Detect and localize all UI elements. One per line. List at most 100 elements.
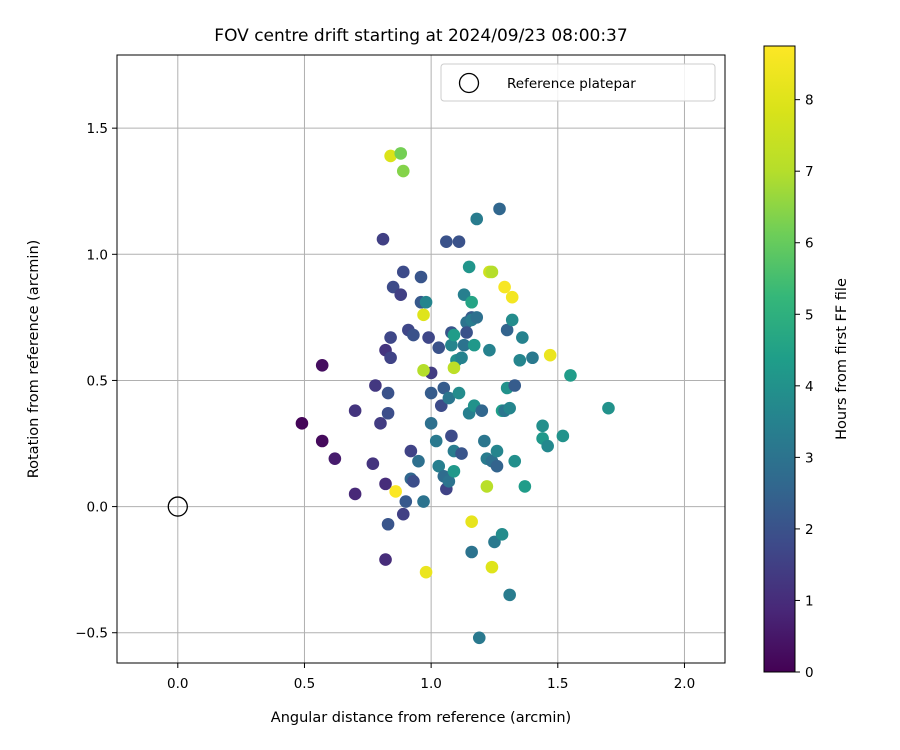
data-point [493,202,506,216]
data-point [452,386,466,400]
legend: Reference platepar [440,63,716,102]
data-point [478,434,491,448]
data-point [394,288,408,301]
colorbar-tick-label: 7 [805,164,814,180]
data-point [470,311,484,324]
x-axis-label: Angular distance from reference (arcmin) [271,710,571,726]
data-point [485,265,499,279]
x-axis-ticks: 0.0 0.5 1.0 1.5 2.0 [167,663,695,692]
colorbar-tick-label: 1 [805,593,814,609]
data-point [394,147,408,160]
data-point [379,553,392,566]
reference-marker [167,496,188,517]
legend-box [440,63,716,102]
y-tick-label: 0.5 [87,373,108,389]
data-point [447,464,461,478]
data-point [543,348,557,362]
data-point [328,452,342,465]
data-point [500,323,514,337]
data-point [536,419,549,433]
data-point [455,351,468,365]
data-point [389,485,402,498]
data-point [348,404,362,418]
data-point [381,517,395,531]
data-point [462,260,476,274]
data-point [429,434,443,448]
data-point [490,444,504,458]
data-point [442,475,456,488]
data-point [419,295,433,309]
data-point [432,459,446,473]
data-point [419,565,433,579]
data-point [384,331,397,344]
data-point [457,338,471,352]
data-point [437,381,451,395]
colorbar-tick-label: 6 [805,236,814,252]
data-point [374,417,387,430]
data-point [376,232,390,246]
data-point [490,459,504,473]
y-tick-label: 1.0 [87,247,108,263]
data-point [399,495,413,508]
y-tick-label: 1.5 [87,121,108,137]
data-point [381,386,395,400]
data-point [348,487,362,501]
data-point [315,434,329,448]
data-point [503,588,516,602]
data-point [564,369,577,382]
data-point [384,351,397,365]
data-point [404,444,418,458]
x-tick-label: 0.0 [167,676,188,692]
colorbar-tick-label: 4 [805,379,814,395]
colorbar-tick-label: 2 [805,522,814,538]
data-point [417,308,430,322]
data-point [485,560,499,574]
colorbar-tick-label: 8 [805,93,814,109]
y-tick-label: −0.5 [75,626,108,642]
y-axis-ticks: −0.5 0.0 0.5 1.0 1.5 [75,121,117,642]
data-point [483,343,496,357]
grid-lines [117,55,725,663]
data-point [412,454,425,468]
data-point [440,235,453,248]
data-point [516,331,529,344]
data-point [432,341,446,354]
data-point [366,457,380,470]
data-point [417,495,430,508]
legend-label: Reference platepar [507,76,636,92]
data-point [407,328,420,342]
data-point [381,406,395,420]
data-point [379,477,392,491]
data-point [315,359,329,372]
data-point [447,361,461,375]
data-point [480,480,494,493]
data-point [465,515,478,529]
data-point [417,364,430,377]
x-tick-label: 2.0 [674,676,695,692]
data-point [295,417,309,430]
data-point [472,631,486,645]
colorbar-label: Hours from first FF file [834,278,850,440]
data-point [513,353,527,367]
data-point [505,313,519,327]
data-point [384,149,397,163]
data-point [445,429,458,443]
data-point [422,331,435,344]
colorbar [763,45,796,673]
data-point [602,401,615,415]
data-point [541,439,554,453]
data-point [465,545,478,559]
data-point [518,480,532,493]
data-point [503,401,516,415]
data-point [424,417,438,430]
colorbar-tick-label: 5 [805,307,814,323]
data-point [556,429,570,443]
data-point [447,328,461,342]
data-point [396,507,410,521]
data-point [470,212,484,226]
x-tick-label: 0.5 [294,676,315,692]
x-tick-label: 1.5 [547,676,568,692]
plot-frame [116,54,726,664]
data-point [475,404,489,418]
